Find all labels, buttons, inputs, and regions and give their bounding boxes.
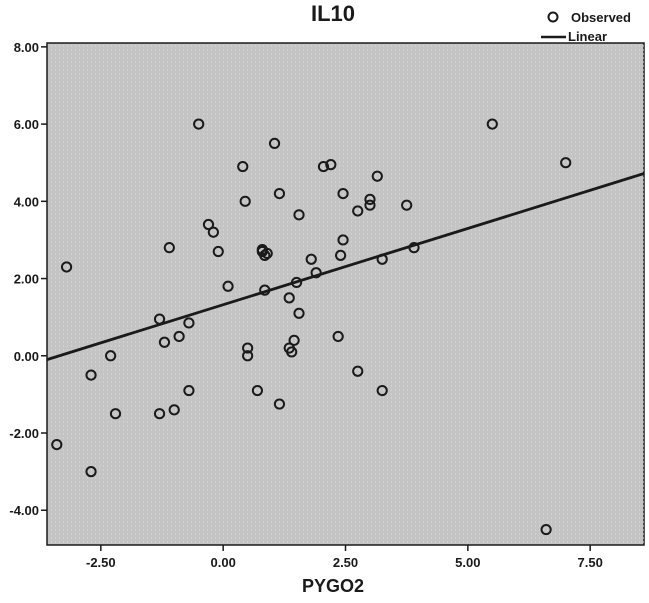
legend: Observed Linear (541, 10, 631, 44)
observed-points (51, 118, 572, 536)
x-tick-label: 5.00 (455, 555, 480, 570)
y-tick-label: 2.00 (14, 272, 39, 287)
observed-point (408, 242, 420, 254)
observed-point (239, 195, 251, 207)
observed-point (290, 276, 303, 289)
observed-point (293, 307, 305, 319)
observed-point (332, 330, 344, 343)
linear-fit-line (46, 172, 645, 361)
observed-point (325, 159, 337, 171)
observed-point (288, 334, 300, 346)
observed-point (153, 408, 166, 420)
observed-point (259, 284, 271, 296)
observed-point (158, 336, 171, 348)
x-axis-label: PYGO2 (302, 576, 364, 596)
y-tick-label: -4.00 (9, 503, 39, 518)
observed-point (222, 280, 234, 292)
observed-point (242, 350, 254, 362)
plot-texture (51, 45, 644, 543)
y-tick-label: -2.00 (9, 426, 39, 441)
observed-point (352, 365, 364, 377)
observed-point (193, 118, 205, 130)
observed-point (376, 384, 388, 397)
x-tick-label: 7.50 (578, 555, 603, 570)
observed-point (286, 346, 298, 358)
observed-point (305, 253, 317, 265)
observed-point (364, 199, 376, 211)
observed-point (273, 188, 286, 200)
legend-observed-label: Observed (571, 10, 631, 25)
observed-point (337, 234, 349, 246)
observed-point (153, 313, 166, 325)
plot-area (46, 42, 645, 546)
observed-point (85, 466, 97, 478)
y-tick-label: 6.00 (14, 117, 39, 132)
observed-point (486, 118, 498, 130)
observed-point (371, 170, 383, 182)
observed-point (352, 205, 364, 217)
observed-point (259, 249, 271, 261)
observed-point (310, 267, 322, 279)
observed-point (207, 226, 219, 238)
x-tick-label: 2.50 (333, 555, 358, 570)
y-tick-label: 4.00 (14, 194, 39, 209)
observed-point (202, 218, 215, 231)
observed-point (540, 523, 552, 536)
observed-point (261, 247, 273, 260)
legend-linear-label: Linear (568, 29, 607, 44)
observed-point (173, 330, 185, 343)
observed-point (51, 439, 63, 451)
x-tick-label: 0.00 (211, 555, 236, 570)
legend-observed-marker (547, 11, 559, 23)
axes: -4.00 -2.00 0.00 2.00 4.00 6.00 8.00 -2.50 0.00 2… (9, 40, 602, 570)
observed-point (242, 342, 254, 354)
observed-point (401, 199, 413, 211)
observed-point (168, 404, 180, 416)
observed-point (163, 242, 175, 254)
y-tick-label: 8.00 (14, 40, 39, 55)
observed-point (376, 253, 388, 265)
observed-point (317, 160, 330, 173)
observed-point (183, 317, 195, 329)
observed-point (60, 261, 73, 273)
observed-point (212, 245, 224, 258)
observed-point (335, 249, 347, 261)
observed-point (85, 369, 97, 381)
observed-point (364, 193, 376, 205)
observed-point (105, 350, 117, 362)
chart-title: IL10 (311, 1, 355, 26)
observed-point (183, 384, 195, 397)
fit-line-layer (46, 172, 645, 361)
observed-point (268, 137, 281, 149)
observed-point (273, 398, 286, 410)
plot-stipple (51, 45, 644, 543)
observed-point (251, 384, 264, 397)
observed-point (283, 292, 295, 304)
x-tick-label: -2.50 (86, 555, 116, 570)
observed-point (293, 209, 305, 221)
observed-point (560, 157, 572, 169)
y-tick-label: 0.00 (14, 349, 39, 364)
observed-point (109, 408, 122, 420)
observed-point (337, 188, 349, 200)
observed-point (237, 160, 249, 173)
